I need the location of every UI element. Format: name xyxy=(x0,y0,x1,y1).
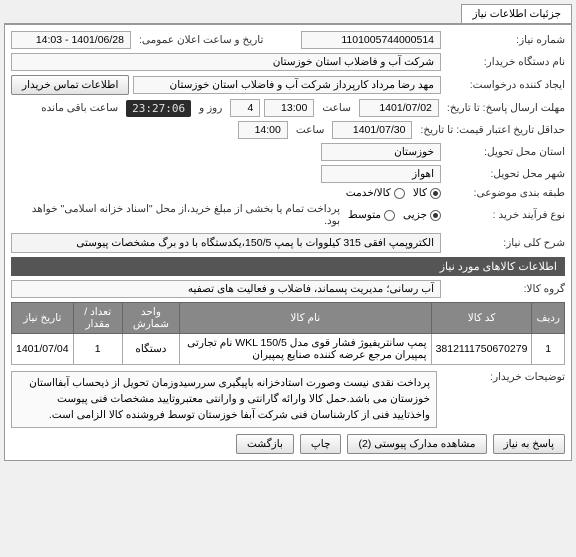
creator-value: مهد رضا مرداد کارپرداز شرکت آب و فاضلاب … xyxy=(133,76,441,94)
need-number-label: شماره نیاز: xyxy=(445,34,565,46)
process-label: نوع فرآیند خرید : xyxy=(445,209,565,221)
radio-dot-icon xyxy=(384,210,395,221)
row-title: شرح کلی نیاز: الکتروپمپ افقی 315 کیلووات… xyxy=(11,233,565,253)
announce-label: تاریخ و ساعت اعلان عمومی: xyxy=(135,34,267,46)
process-medium-label: متوسط xyxy=(348,209,381,221)
row-creator: ایجاد کننده درخواست: مهد رضا مرداد کارپر… xyxy=(11,75,565,95)
col-code: کد کالا xyxy=(431,303,532,334)
process-radio-medium[interactable]: متوسط xyxy=(348,209,395,221)
process-partial-label: جزیی xyxy=(403,209,427,221)
col-qty: تعداد / مقدار xyxy=(73,303,122,334)
need-number-value: 1101005744000514 xyxy=(301,31,441,49)
row-notes: توضیحات خریدار: پرداخت نقدی نیست وصورت ا… xyxy=(11,371,565,428)
row-need-number: شماره نیاز: 1101005744000514 تاریخ و ساع… xyxy=(11,31,565,49)
row-buyer: نام دستگاه خریدار: شرکت آب و فاضلاب استا… xyxy=(11,53,565,71)
class-khadamat-label: کالا/خدمت xyxy=(346,187,391,199)
row-group: گروه کالا: آب رسانی؛ مدیریت پسماند، فاضل… xyxy=(11,280,565,298)
city-value: اهواز xyxy=(321,165,441,183)
credit-time: 14:00 xyxy=(238,121,288,139)
row-city: شهر محل تحویل: اهواز xyxy=(11,165,565,183)
title-label: شرح کلی نیاز: xyxy=(445,237,565,249)
classification-label: طبقه بندی موضوعی: xyxy=(445,187,565,199)
group-value: آب رسانی؛ مدیریت پسماند، فاضلاب و فعالیت… xyxy=(11,280,441,298)
days-remaining-label: روز و xyxy=(195,102,226,114)
items-table: ردیف کد کالا نام کالا واحد شمارش تعداد /… xyxy=(11,302,565,365)
process-radio-partial[interactable]: جزیی xyxy=(403,209,441,221)
items-section-header: اطلاعات کالاهای مورد نیاز xyxy=(11,257,565,276)
deadline-date: 1401/07/02 xyxy=(359,99,439,117)
deadline-time: 13:00 xyxy=(264,99,314,117)
announce-value: 1401/06/28 - 14:03 xyxy=(11,31,131,49)
row-province: استان محل تحویل: خوزستان xyxy=(11,143,565,161)
row-credit: حداقل تاریخ اعتبار قیمت: تا تاریخ: 1401/… xyxy=(11,121,565,139)
row-deadline: مهلت ارسال پاسخ: تا تاریخ: 1401/07/02 سا… xyxy=(11,99,565,117)
contact-buyer-button[interactable]: اطلاعات تماس خریدار xyxy=(11,75,129,95)
row-process: نوع فرآیند خرید : جزیی متوسط پرداخت تمام… xyxy=(11,203,565,227)
classification-radios: کالا کالا/خدمت xyxy=(346,187,441,199)
radio-dot-icon xyxy=(430,188,441,199)
buyer-notes: پرداخت نقدی نیست وصورت استادخزانه باپیگی… xyxy=(11,371,437,428)
time-label-2: ساعت xyxy=(292,124,329,136)
credit-date: 1401/07/30 xyxy=(332,121,412,139)
tab-details[interactable]: جزئیات اطلاعات نیاز xyxy=(461,4,572,23)
return-button[interactable]: بازگشت xyxy=(236,434,294,454)
col-name: نام کالا xyxy=(179,303,431,334)
radio-dot-icon xyxy=(394,188,405,199)
view-docs-button[interactable]: مشاهده مدارک پیوستی (2) xyxy=(347,434,486,454)
need-title-value: الکتروپمپ افقی 315 کیلووات با پمپ 150/5،… xyxy=(11,233,441,253)
buyer-value: شرکت آب و فاضلاب استان خوزستان xyxy=(11,53,441,71)
col-unit: واحد شمارش xyxy=(122,303,179,334)
city-label: شهر محل تحویل: xyxy=(445,168,565,180)
footer-buttons: پاسخ به نیاز مشاهده مدارک پیوستی (2) چاپ… xyxy=(11,434,565,454)
notes-label: توضیحات خریدار: xyxy=(445,371,565,383)
respond-button[interactable]: پاسخ به نیاز xyxy=(493,434,565,454)
class-radio-khadamat[interactable]: کالا/خدمت xyxy=(346,187,405,199)
row-classification: طبقه بندی موضوعی: کالا کالا/خدمت xyxy=(11,187,565,199)
buyer-label: نام دستگاه خریدار: xyxy=(445,56,565,68)
creator-label: ایجاد کننده درخواست: xyxy=(445,79,565,91)
class-kala-label: کالا xyxy=(413,187,427,199)
credit-label: حداقل تاریخ اعتبار قیمت: تا تاریخ: xyxy=(416,124,565,136)
cell-unit: دستگاه xyxy=(122,334,179,365)
table-row: 1 3812111750670279 پمپ سانتریفیوژ فشار ق… xyxy=(12,334,565,365)
province-label: استان محل تحویل: xyxy=(445,146,565,158)
main-panel: شماره نیاز: 1101005744000514 تاریخ و ساع… xyxy=(4,24,572,461)
print-button[interactable]: چاپ xyxy=(300,434,342,454)
tab-bar: جزئیات اطلاعات نیاز xyxy=(4,4,572,24)
deadline-label: مهلت ارسال پاسخ: تا تاریخ: xyxy=(443,102,565,114)
remaining-suffix: ساعت باقی مانده xyxy=(37,102,122,114)
cell-idx: 1 xyxy=(532,334,565,365)
cell-code: 3812111750670279 xyxy=(431,334,532,365)
table-header-row: ردیف کد کالا نام کالا واحد شمارش تعداد /… xyxy=(12,303,565,334)
cell-name: پمپ سانتریفیوژ فشار قوی مدل WKL 150/5 نا… xyxy=(179,334,431,365)
group-label: گروه کالا: xyxy=(445,283,565,295)
col-need-date: تاریخ نیاز xyxy=(12,303,74,334)
radio-dot-icon xyxy=(430,210,441,221)
cell-qty: 1 xyxy=(73,334,122,365)
time-label-1: ساعت xyxy=(318,102,355,114)
province-value: خوزستان xyxy=(321,143,441,161)
process-radios: جزیی متوسط xyxy=(348,209,441,221)
countdown-timer: 23:27:06 xyxy=(126,100,191,117)
col-row: ردیف xyxy=(532,303,565,334)
cell-need-date: 1401/07/04 xyxy=(12,334,74,365)
days-remaining: 4 xyxy=(230,99,260,117)
class-radio-kala[interactable]: کالا xyxy=(413,187,441,199)
process-note: پرداخت تمام یا بخشی از مبلغ خرید،از محل … xyxy=(11,203,344,227)
